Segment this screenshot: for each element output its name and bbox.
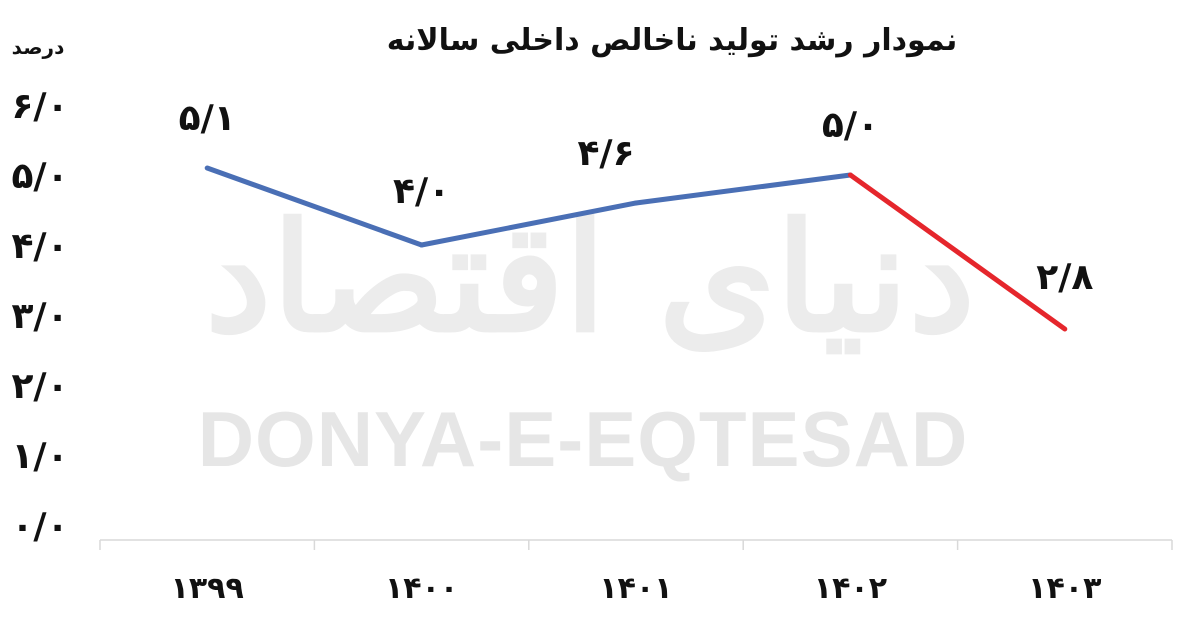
watermark-arabic: دنیای اقتصاد bbox=[205, 190, 975, 366]
data-labels: ۵/۱ ۴/۰ ۴/۶ ۵/۰ ۲/۸ bbox=[179, 98, 1094, 298]
watermark: دنیای اقتصاد DONYA-E-EQTESAD bbox=[198, 190, 975, 483]
y-tick-label: ۳/۰ bbox=[11, 296, 68, 337]
y-tick-label: ۵/۰ bbox=[11, 156, 68, 197]
y-tick-label: ۲/۰ bbox=[11, 366, 68, 407]
y-axis-unit-label: درصد bbox=[12, 35, 65, 59]
y-tick-label: ۴/۰ bbox=[11, 226, 68, 267]
data-label: ۲/۸ bbox=[1036, 257, 1093, 298]
data-label: ۵/۱ bbox=[179, 98, 236, 139]
watermark-latin: DONYA-E-EQTESAD bbox=[198, 395, 969, 483]
x-tick-label: ۱۴۰۰ bbox=[385, 571, 458, 606]
data-label: ۴/۰ bbox=[393, 171, 450, 212]
line-segment bbox=[847, 172, 1068, 332]
data-label: ۵/۰ bbox=[822, 105, 879, 146]
chart-title: نمودار رشد تولید ناخالص داخلی سالانه bbox=[387, 23, 957, 58]
x-tick-label: ۱۳۹۹ bbox=[171, 571, 244, 606]
y-tick-label: ۶/۰ bbox=[11, 86, 68, 127]
data-label: ۴/۶ bbox=[577, 133, 634, 174]
line-segment bbox=[204, 165, 425, 248]
y-tick-label: ۱/۰ bbox=[11, 436, 68, 477]
series-line bbox=[204, 165, 1068, 332]
x-tick-label: ۱۴۰۱ bbox=[599, 571, 672, 606]
x-axis: ۱۳۹۹ ۱۴۰۰ ۱۴۰۱ ۱۴۰۲ ۱۴۰۳ bbox=[99, 539, 1173, 606]
x-tick-label: ۱۴۰۳ bbox=[1028, 571, 1101, 606]
y-axis-ticks: ۰/۰ ۱/۰ ۲/۰ ۳/۰ ۴/۰ ۵/۰ ۶/۰ bbox=[11, 86, 68, 547]
x-tick-label: ۱۴۰۲ bbox=[814, 571, 887, 606]
line-segment bbox=[419, 200, 639, 248]
line-segment bbox=[633, 172, 853, 206]
y-tick-label: ۰/۰ bbox=[11, 506, 68, 547]
